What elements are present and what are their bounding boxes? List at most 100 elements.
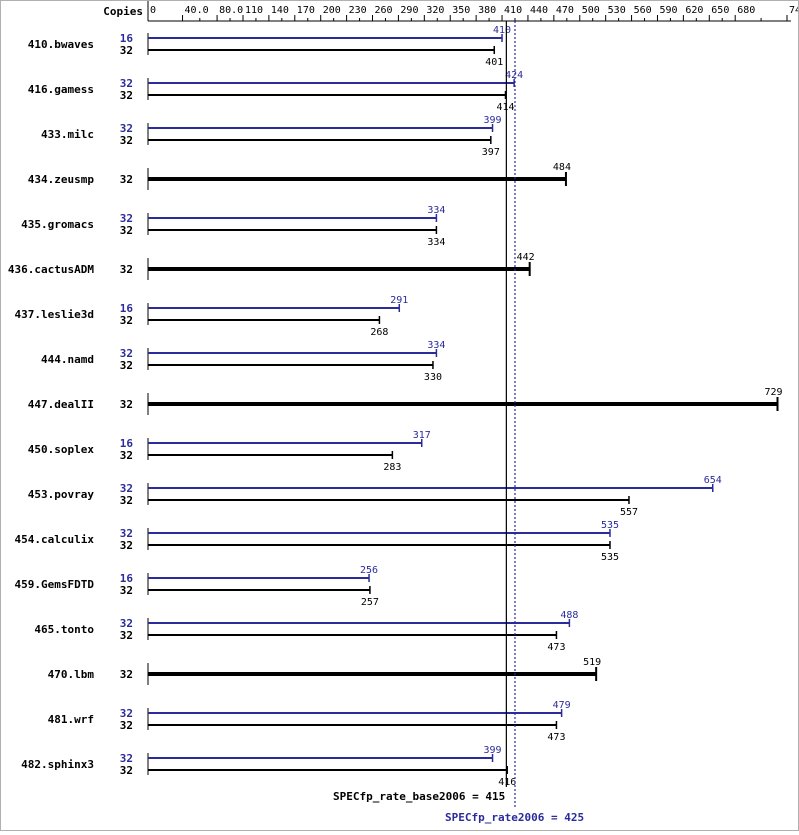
base-value-label: 414 (496, 102, 514, 113)
benchmark-row: 453.povray 32 654 32 557 (28, 475, 722, 518)
x-tick-label: 410 (504, 5, 522, 16)
base-value-label: 283 (383, 462, 401, 473)
base-copies: 32 (120, 398, 133, 411)
x-tick-label: 170 (297, 5, 315, 16)
benchmark-name: 470.lbm (48, 668, 95, 681)
base-value-label: 401 (485, 57, 503, 68)
base-copies: 32 (120, 173, 133, 186)
benchmark-row: 482.sphinx3 32 399 32 416 (21, 745, 516, 788)
benchmark-row: 459.GemsFDTD 16 256 32 257 (15, 565, 379, 608)
base-value-label: 729 (764, 387, 782, 398)
base-value-label: 257 (361, 597, 379, 608)
base-value-label: 330 (424, 372, 442, 383)
benchmark-row: 436.cactusADM 32 442 (8, 252, 535, 280)
x-tick-label: 650 (711, 5, 729, 16)
base-copies: 32 (120, 494, 133, 507)
benchmark-name: 481.wrf (48, 713, 94, 726)
benchmark-name: 465.tonto (34, 623, 94, 636)
x-tick-label: 740 (789, 5, 798, 16)
base-value-label: 442 (517, 252, 535, 263)
x-tick-label: 230 (349, 5, 367, 16)
x-tick-label: 200 (323, 5, 341, 16)
benchmark-name: 459.GemsFDTD (15, 578, 95, 591)
benchmark-name: 410.bwaves (28, 38, 94, 51)
peak-value-label: 410 (493, 25, 511, 36)
base-copies: 32 (120, 629, 133, 642)
base-copies: 32 (120, 224, 133, 237)
base-copies: 32 (120, 449, 133, 462)
peak-value-label: 399 (484, 745, 502, 756)
base-copies: 32 (120, 263, 133, 276)
peak-value-label: 317 (413, 430, 431, 441)
x-tick-label: 110 (245, 5, 263, 16)
x-tick-label: 590 (659, 5, 677, 16)
base-metric-label: SPECfp_rate_base2006 = 415 (333, 790, 505, 803)
peak-value-label: 334 (427, 340, 445, 351)
benchmark-name: 437.leslie3d (15, 308, 94, 321)
peak-copies: 32 (120, 752, 133, 765)
benchmark-name: 450.soplex (28, 443, 95, 456)
benchmark-name: 416.gamess (28, 83, 94, 96)
base-value-label: 397 (482, 147, 500, 158)
peak-copies: 16 (120, 572, 134, 585)
x-tick-label: 680 (737, 5, 755, 16)
peak-copies: 32 (120, 347, 133, 360)
base-copies: 32 (120, 668, 133, 681)
benchmark-name: 482.sphinx3 (21, 758, 94, 771)
peak-copies: 16 (120, 302, 134, 315)
x-tick-label: 560 (634, 5, 652, 16)
benchmark-name: 434.zeusmp (28, 173, 95, 186)
benchmark-name: 435.gromacs (21, 218, 94, 231)
base-value-label: 519 (583, 657, 601, 668)
base-copies: 32 (120, 764, 133, 777)
benchmark-row: 454.calculix 32 535 32 535 (15, 520, 619, 563)
benchmark-row: 416.gamess 32 424 32 414 (28, 70, 523, 113)
peak-copies: 32 (120, 707, 133, 720)
base-value-label: 473 (547, 732, 565, 743)
benchmark-row: 437.leslie3d 16 291 32 268 (15, 295, 409, 338)
benchmark-name: 433.milc (41, 128, 94, 141)
peak-copies: 32 (120, 617, 133, 630)
x-tick-label: 470 (556, 5, 574, 16)
x-tick-label: 140 (271, 5, 289, 16)
base-value-label: 557 (620, 507, 638, 518)
peak-copies: 32 (120, 482, 133, 495)
benchmark-row: 435.gromacs 32 334 32 334 (21, 205, 445, 248)
benchmark-row: 433.milc 32 399 32 397 (41, 115, 502, 158)
peak-value-label: 488 (560, 610, 578, 621)
x-tick-label: 0 (150, 5, 156, 16)
benchmark-row: 481.wrf 32 479 32 473 (48, 700, 571, 743)
base-copies: 32 (120, 584, 133, 597)
base-value-label: 416 (498, 777, 516, 788)
base-copies: 32 (120, 44, 133, 57)
peak-copies: 32 (120, 77, 133, 90)
peak-value-label: 424 (505, 70, 523, 81)
peak-copies: 16 (120, 437, 134, 450)
peak-value-label: 334 (427, 205, 445, 216)
x-tick-label: 440 (530, 5, 548, 16)
base-value-label: 484 (553, 162, 571, 173)
base-copies: 32 (120, 359, 133, 372)
benchmark-name: 444.namd (41, 353, 94, 366)
base-copies: 32 (120, 539, 133, 552)
peak-value-label: 479 (553, 700, 571, 711)
base-value-label: 535 (601, 552, 619, 563)
base-value-label: 473 (547, 642, 565, 653)
benchmark-row: 450.soplex 16 317 32 283 (28, 430, 431, 473)
peak-value-label: 535 (601, 520, 619, 531)
benchmark-row: 447.dealII 32 729 (28, 387, 783, 415)
x-axis: 0 40.0 80.0 110 140 170 200 230 260 290 320 350 380 4… (147, 1, 799, 22)
peak-value-label: 399 (484, 115, 502, 126)
peak-value-label: 654 (704, 475, 722, 486)
reference-lines (505, 21, 516, 809)
benchmark-row: 434.zeusmp 32 484 (28, 162, 571, 190)
peak-copies: 32 (120, 122, 133, 135)
base-copies: 32 (120, 89, 133, 102)
peak-value-label: 256 (360, 565, 378, 576)
benchmark-row: 470.lbm 32 519 (48, 657, 601, 685)
x-tick-label: 320 (426, 5, 444, 16)
benchmark-name: 447.dealII (28, 398, 94, 411)
x-tick-label: 620 (685, 5, 703, 16)
